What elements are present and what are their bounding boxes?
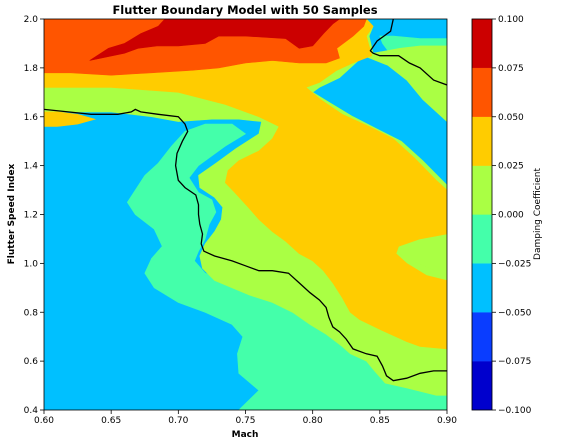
colorbar-tick-label: −0.050 [498,308,532,318]
chart-title: Flutter Boundary Model with 50 Samples [112,3,377,17]
boundary-lines [44,19,447,382]
colorbar-tick-label: −0.075 [498,357,531,367]
y-axis-label: Flutter Speed Index [7,163,17,264]
contour-regions [44,19,447,410]
colorbar-tick-label: 0.075 [498,64,524,74]
y-tick-label: 1.0 [24,259,39,269]
colorbar-segment [471,214,493,264]
x-tick-label: 0.60 [34,416,54,426]
colorbar-tick-label: 0.100 [498,15,524,25]
colorbar-segment [471,360,493,411]
colorbar-tick-label: −0.100 [498,406,532,416]
colorbar-label: Damping Coefficient [533,168,543,260]
colorbar-segment [471,165,493,215]
y-tick-label: 1.8 [24,64,39,74]
colorbar-segment [471,18,493,69]
y-tick-label: 2.0 [24,15,39,25]
x-tick-label: 0.70 [168,416,188,426]
contour-region [89,19,341,61]
x-axis: 0.60 0.65 0.70 0.75 0.80 0.85 0.90 [34,410,457,426]
colorbar-tick-label: 0.000 [498,211,524,221]
contour-region [44,111,97,127]
y-tick-label: 0.8 [24,308,39,318]
plot-area [43,18,448,411]
contour-region [44,19,447,396]
x-tick-label: 0.75 [235,416,255,426]
boundary-line [44,108,447,382]
y-axis: 0.4 0.6 0.8 1.0 1.2 1.4 1.6 1.8 2.0 [24,15,44,416]
x-tick-label: 0.80 [303,416,323,426]
colorbar-segment [471,263,493,313]
colorbar-segment [471,67,493,117]
x-tick-label: 0.65 [101,416,121,426]
x-tick-label: 0.85 [370,416,390,426]
colorbar: −0.100 −0.075 −0.050 −0.025 0.000 0.025 0.050 0… [471,15,532,416]
y-tick-label: 1.4 [24,162,39,172]
colorbar-segment [471,116,493,166]
y-tick-label: 0.6 [24,357,39,367]
y-tick-label: 1.6 [24,113,39,123]
colorbar-tick-label: 0.050 [498,113,524,123]
boundary-line [369,19,447,86]
colorbar-tick-label: 0.025 [498,162,524,172]
colorbar-segment [471,312,493,362]
x-axis-label: Mach [232,430,259,440]
x-tick-label: 0.90 [437,416,457,426]
y-tick-label: 0.4 [24,406,39,416]
colorbar-tick-label: −0.025 [498,259,531,269]
y-tick-label: 1.2 [24,211,38,221]
